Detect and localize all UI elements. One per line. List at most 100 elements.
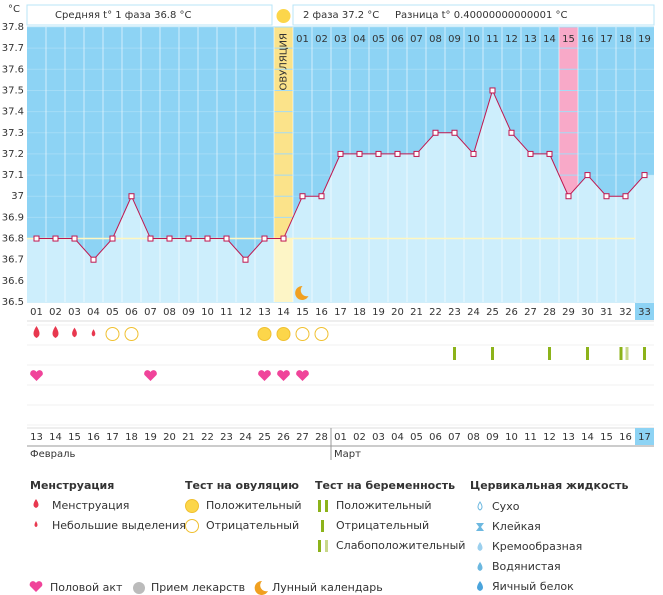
phase-day-label: 18	[619, 34, 632, 45]
temperature-point	[223, 235, 230, 242]
x-tick-label: 06	[125, 307, 138, 318]
legend-item: Слабоположительный	[336, 539, 465, 552]
date-label: 15	[68, 432, 81, 443]
x-tick-label: 04	[87, 307, 100, 318]
x-tick-label: 05	[106, 307, 119, 318]
legend-icon	[318, 500, 321, 512]
legend-item: Клейкая	[492, 520, 541, 533]
x-tick-label: 18	[353, 307, 366, 318]
legend-icon	[185, 519, 199, 533]
stat-text: Разница t° 0.40000000000001 °C	[395, 10, 568, 21]
temperature-point	[33, 235, 40, 242]
month-label: Февраль	[30, 449, 76, 460]
temperature-point	[413, 150, 420, 157]
intercourse-mark	[277, 370, 290, 381]
date-label: 05	[410, 432, 423, 443]
ovulation-test-mark	[295, 327, 310, 341]
date-label: 16	[87, 432, 100, 443]
temperature-point	[489, 87, 496, 94]
x-tick-label: 01	[30, 307, 43, 318]
temperature-point	[451, 129, 458, 136]
legend-title: Тест на овуляцию	[185, 479, 299, 492]
legend-item: Половой акт	[50, 581, 123, 594]
x-tick-label: 26	[505, 307, 518, 318]
temperature-point	[185, 235, 192, 242]
temperature-point	[546, 150, 553, 157]
legend-item: Небольшие выделения	[52, 519, 186, 532]
date-label: 17	[106, 432, 119, 443]
x-tick-label: 31	[600, 307, 613, 318]
date-label: 20	[163, 432, 176, 443]
intercourse-mark	[30, 370, 43, 381]
legend-item: Яичный белок	[492, 580, 574, 593]
x-tick-label: 19	[372, 307, 385, 318]
temperature-point	[508, 129, 515, 136]
date-label: 02	[353, 432, 366, 443]
phase-day-label: 06	[391, 34, 404, 45]
ovulation-test-mark	[124, 327, 139, 341]
x-tick-label: 12	[239, 307, 252, 318]
legend-item: Положительный	[336, 499, 432, 512]
phase-day-label: 13	[524, 34, 537, 45]
legend-icon	[34, 521, 38, 527]
x-tick-label: 08	[163, 307, 176, 318]
header-box	[292, 4, 655, 26]
y-tick-label: 36.6	[2, 276, 24, 287]
phase-day-label: 10	[467, 34, 480, 45]
temperature-point	[52, 235, 59, 242]
y-tick-label: 37.8	[2, 22, 24, 33]
legend-title: Цервикальная жидкость	[470, 479, 628, 492]
x-tick-label: 09	[182, 307, 195, 318]
pregnancy-test-mark	[643, 347, 646, 360]
phase-day-label: 12	[505, 34, 518, 45]
intercourse-mark	[144, 370, 157, 381]
date-label: 16	[619, 432, 632, 443]
menstruation-mark	[72, 327, 77, 338]
stat-text: 2 фаза 37.2 °C	[303, 10, 379, 21]
x-tick-label: 14	[277, 307, 290, 318]
legend-title: Менструация	[30, 479, 114, 492]
temperature-point	[584, 172, 591, 179]
ovulation-icon	[276, 9, 291, 23]
temperature-point	[109, 235, 116, 242]
x-tick-label: 30	[581, 307, 594, 318]
temperature-point	[280, 235, 287, 242]
date-label: 04	[391, 432, 404, 443]
legend-item: Водянистая	[492, 560, 561, 573]
legend-item: Отрицательный	[206, 519, 299, 532]
x-tick-label: 11	[220, 307, 233, 318]
phase-day-label: 16	[581, 34, 594, 45]
date-label: 17	[638, 432, 651, 443]
temperature-point	[242, 256, 249, 263]
date-label: 06	[429, 432, 442, 443]
legend-item: Сухо	[492, 500, 520, 513]
legend: Менструация Менструация Небольшие выделе…	[29, 479, 628, 595]
legend-icon	[318, 540, 321, 552]
legend-icon	[476, 523, 484, 531]
x-tick-label: 22	[429, 307, 442, 318]
x-tick-label: 10	[201, 307, 214, 318]
temperature-point	[71, 235, 78, 242]
temperature-point	[128, 193, 135, 200]
ovulation-lower	[274, 238, 293, 302]
y-tick-label: 37.4	[2, 107, 24, 118]
x-tick-label: 02	[49, 307, 62, 318]
y-tick-label: 36.5	[2, 297, 24, 308]
x-tick-label: 20	[391, 307, 404, 318]
phase-day-label: 15	[562, 34, 575, 45]
moon-icon	[295, 285, 309, 300]
legend-icon	[33, 499, 39, 508]
y-tick-label: 37	[11, 191, 24, 202]
ovulation-test-mark	[105, 327, 120, 341]
temperature-point	[603, 193, 610, 200]
x-tick-label: 17	[334, 307, 347, 318]
x-tick-label: 13	[258, 307, 271, 318]
x-tick-label: 23	[448, 307, 461, 318]
phase-day-label: 04	[353, 34, 366, 45]
legend-item: Кремообразная	[492, 540, 582, 553]
temperature-point	[565, 193, 572, 200]
ovulation-test-mark	[314, 327, 329, 341]
temperature-point	[261, 235, 268, 242]
